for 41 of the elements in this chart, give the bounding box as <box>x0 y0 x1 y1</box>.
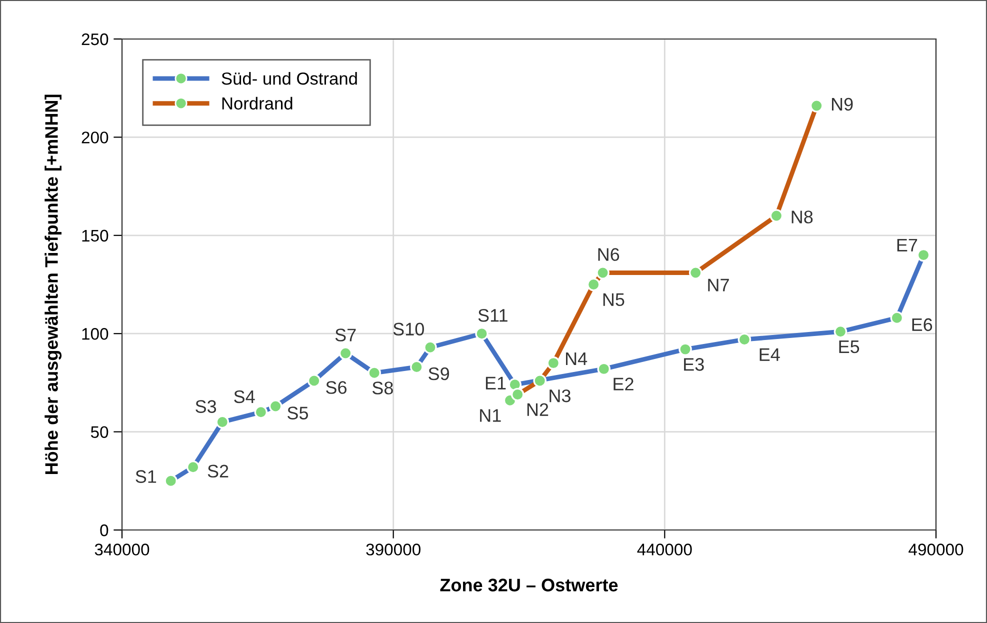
y-tick-label: 150 <box>82 230 108 242</box>
annotation: S8 <box>372 382 393 394</box>
annotation: E6 <box>912 318 932 332</box>
annotation: E4 <box>760 348 780 361</box>
y-axis-title: Höhe der ausgewählten Tiefpunkte [+mNHN] <box>44 94 62 474</box>
annotation: E1 <box>486 376 506 390</box>
y-tick-label: 50 <box>90 426 108 438</box>
annotation: N8 <box>792 210 813 224</box>
annotation: S11 <box>478 308 508 322</box>
annotation: N7 <box>708 278 729 292</box>
annotation: E2 <box>614 378 634 390</box>
y-tick-label: 0 <box>100 524 108 536</box>
annotation: S5 <box>288 406 308 420</box>
annotation: S4 <box>234 390 255 404</box>
annotation: S2 <box>208 464 228 478</box>
annotation: S7 <box>335 328 356 342</box>
annotation: N4 <box>566 352 588 365</box>
annotation: E7 <box>897 238 918 252</box>
y-tick-label: 250 <box>82 33 108 46</box>
x-tick-label: 340000 <box>94 544 150 556</box>
annotation: N6 <box>598 248 620 261</box>
annotation: E3 <box>684 358 704 371</box>
annotation: N2 <box>527 403 548 416</box>
x-tick-label: 440000 <box>637 544 692 556</box>
x-tick-label: 490000 <box>908 544 964 556</box>
annotation: N5 <box>603 293 624 306</box>
annotation: S9 <box>428 367 450 380</box>
annotation: E5 <box>839 340 860 354</box>
x-axis-title: Zone 32U – Ostwerte <box>440 578 618 592</box>
annotation: N9 <box>832 98 853 111</box>
annotation: N3 <box>550 389 570 402</box>
annotation: S1 <box>136 470 156 483</box>
y-tick-label: 200 <box>82 132 108 144</box>
annotation: S6 <box>326 381 347 394</box>
x-tick-label: 390000 <box>366 544 420 556</box>
annotation: N1 <box>480 409 501 422</box>
y-tick-label: 100 <box>82 328 108 340</box>
annotation: S10 <box>393 322 424 336</box>
legend-label: Süd- und Ostrand <box>222 72 357 85</box>
legend-label: Nordrand <box>222 96 292 110</box>
annotation: S3 <box>196 400 216 413</box>
